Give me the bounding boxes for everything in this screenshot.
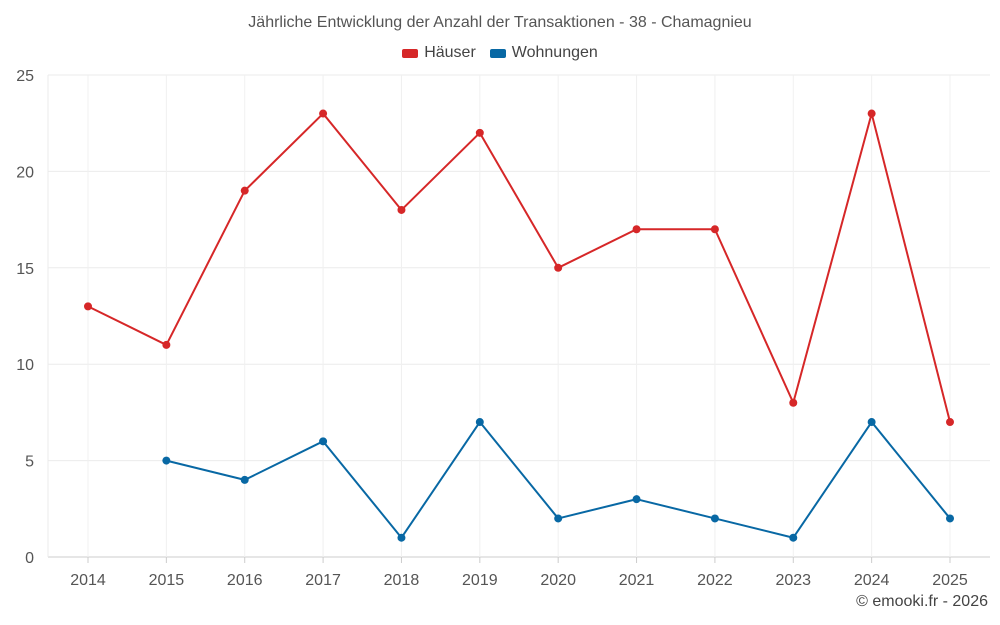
data-point-wohnungen bbox=[319, 437, 328, 446]
x-tick-label: 2014 bbox=[70, 572, 106, 589]
data-point-haeuser bbox=[475, 128, 484, 137]
legend-label-wohnungen: Wohnungen bbox=[511, 44, 598, 61]
x-tick-label: 2015 bbox=[149, 572, 185, 589]
data-point-haeuser bbox=[84, 302, 92, 311]
data-point-haeuser bbox=[632, 225, 641, 234]
data-point-haeuser bbox=[710, 225, 719, 234]
y-tick-label: 20 bbox=[16, 164, 34, 181]
x-tick-label: 2016 bbox=[227, 572, 263, 589]
legend-label-haeuser: Häuser bbox=[424, 44, 476, 61]
y-tick-label: 0 bbox=[25, 550, 34, 567]
y-tick-label: 25 bbox=[16, 68, 34, 85]
y-tick-label: 5 bbox=[25, 454, 34, 471]
x-tick-label: 2017 bbox=[305, 572, 341, 589]
x-tick-label: 2025 bbox=[932, 572, 968, 589]
chart-legend: Häuser Wohnungen bbox=[0, 44, 1000, 62]
data-point-wohnungen bbox=[475, 418, 484, 427]
data-point-haeuser bbox=[397, 205, 406, 214]
copyright-credit: © emooki.fr - 2026 bbox=[856, 593, 988, 610]
legend-swatch-haeuser bbox=[402, 48, 419, 58]
x-tick-label: 2021 bbox=[619, 572, 655, 589]
x-tick-label: 2022 bbox=[697, 572, 733, 589]
data-point-haeuser bbox=[162, 340, 171, 349]
x-tick-label: 2019 bbox=[462, 572, 498, 589]
data-point-haeuser bbox=[554, 263, 563, 272]
y-tick-label: 15 bbox=[16, 261, 34, 278]
x-tick-label: 2020 bbox=[540, 572, 576, 589]
data-point-wohnungen bbox=[710, 514, 719, 523]
data-point-wohnungen bbox=[867, 418, 876, 427]
legend-swatch-wohnungen bbox=[489, 48, 506, 58]
data-point-wohnungen bbox=[789, 533, 798, 542]
y-tick-label: 10 bbox=[16, 357, 34, 374]
data-point-wohnungen bbox=[632, 495, 641, 504]
data-point-haeuser bbox=[867, 109, 876, 118]
data-point-haeuser bbox=[946, 418, 954, 427]
legend-item-haeuser[interactable]: Häuser bbox=[402, 44, 476, 62]
data-point-wohnungen bbox=[554, 514, 563, 523]
data-point-haeuser bbox=[319, 109, 328, 118]
x-tick-label: 2024 bbox=[854, 572, 890, 589]
legend-item-wohnungen[interactable]: Wohnungen bbox=[489, 44, 598, 62]
data-point-wohnungen bbox=[397, 533, 406, 542]
data-point-haeuser bbox=[789, 398, 798, 407]
data-point-wohnungen bbox=[162, 456, 171, 465]
data-point-wohnungen bbox=[946, 514, 954, 523]
series-line-haeuser bbox=[87, 112, 951, 423]
chart-title: Jährliche Entwicklung der Anzahl der Tra… bbox=[248, 14, 752, 31]
data-point-wohnungen bbox=[240, 475, 249, 484]
x-tick-label: 2023 bbox=[775, 572, 811, 589]
x-tick-label: 2018 bbox=[384, 572, 420, 589]
data-point-haeuser bbox=[240, 186, 249, 195]
